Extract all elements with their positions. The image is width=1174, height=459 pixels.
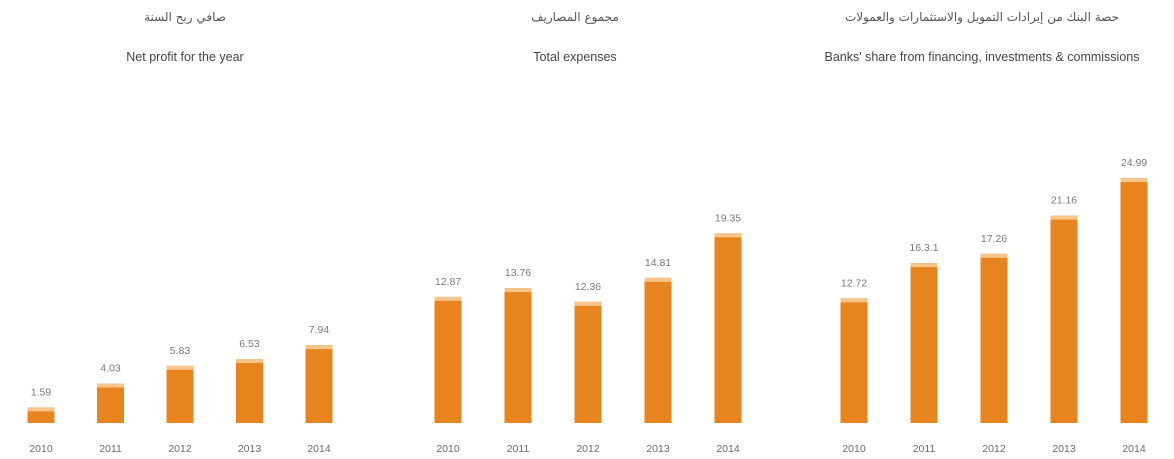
data-label: 17.26	[981, 233, 1007, 245]
bar-highlight	[980, 253, 1008, 258]
x-tick-label: 2014	[716, 443, 740, 455]
bar-highlight	[434, 296, 462, 301]
bar-body	[714, 233, 742, 423]
bar-2010	[27, 407, 55, 423]
data-label: 5.83	[170, 345, 191, 357]
data-label: 7.94	[309, 324, 330, 336]
data-label: 4.03	[100, 363, 121, 375]
x-tick-label: 2011	[913, 443, 936, 455]
bar-2012	[980, 253, 1008, 423]
bar-highlight	[1120, 178, 1148, 183]
chart-panel-total-expenses: مجموع المصاريف Total expenses 12.87 2010 1…	[390, 0, 760, 459]
x-tick-label: 2013	[238, 443, 262, 455]
bar-2011	[97, 383, 124, 423]
bar-2013	[236, 359, 263, 423]
bar-body	[97, 383, 124, 423]
bar-highlight	[166, 365, 194, 370]
x-tick-label: 2010	[436, 443, 460, 455]
bar-highlight	[97, 383, 124, 388]
x-tick-label: 2014	[1122, 443, 1146, 455]
bar-highlight	[236, 359, 263, 364]
x-tick-label: 2010	[29, 443, 53, 455]
bar-highlight	[714, 233, 742, 238]
chart-title-arabic: صافي ربح السنة	[144, 10, 226, 24]
bar-body	[574, 301, 602, 423]
bar-body	[434, 296, 462, 423]
bar-body	[910, 263, 938, 423]
data-label: 19.35	[715, 212, 741, 224]
bar-highlight	[840, 298, 868, 303]
x-tick-label: 2011	[507, 443, 530, 455]
bar-highlight	[27, 407, 55, 412]
data-label: 24.99	[1121, 157, 1147, 169]
net-profit-bar-chart: 1.59 2010 4.03 2011 5.83 2012 6.53 2013 7.94 2014	[27, 324, 333, 455]
x-tick-label: 2010	[842, 443, 866, 455]
data-label: 13.76	[505, 267, 531, 279]
data-label: 12.36	[575, 281, 601, 293]
bar-body	[1050, 215, 1078, 423]
bar-body	[840, 298, 868, 423]
bar-2014	[714, 233, 742, 423]
banks-share-bar-chart: 12.72 2010 16.3.1 2011 17.26 2012 21.16 2013 24.…	[840, 157, 1148, 455]
x-tick-label: 2012	[576, 443, 600, 455]
bar-highlight	[504, 288, 532, 293]
chart-panel-net-profit: صافي ربح السنة Net profit for the year 1…	[0, 0, 370, 459]
data-label: 21.16	[1051, 195, 1077, 207]
bar-2012	[166, 365, 194, 423]
x-tick-label: 2011	[99, 443, 122, 455]
bar-2010	[840, 298, 868, 423]
x-tick-label: 2012	[982, 443, 1006, 455]
bar-2014	[305, 345, 333, 423]
chart-title-arabic: مجموع المصاريف	[531, 10, 619, 24]
bar-body	[236, 359, 263, 423]
chart-panel-banks-share: حصة البنك من إيرادات التمويل والاستثمارا…	[790, 0, 1174, 459]
bar-2012	[574, 301, 602, 423]
data-label: 6.53	[239, 338, 260, 350]
bar-2013	[644, 277, 672, 423]
bar-body	[166, 365, 194, 423]
total-expenses-bar-chart: 12.87 2010 13.76 2011 12.36 2012 14.81 2013 19.3…	[434, 212, 742, 455]
bar-highlight	[644, 277, 672, 282]
bar-body	[305, 345, 333, 423]
bar-highlight	[910, 263, 938, 268]
bar-body	[1120, 178, 1148, 423]
chart-title: Net profit for the year	[126, 50, 244, 64]
bar-highlight	[305, 345, 333, 350]
chart-title-arabic: حصة البنك من إيرادات التمويل والاستثمارا…	[845, 10, 1119, 24]
data-label: 12.72	[841, 277, 867, 289]
bar-body	[980, 253, 1008, 423]
x-tick-label: 2014	[307, 443, 331, 455]
chart-title: Total expenses	[533, 50, 617, 64]
bar-body	[644, 277, 672, 423]
bar-2011	[504, 288, 532, 423]
x-tick-label: 2013	[646, 443, 670, 455]
bar-highlight	[1050, 215, 1078, 220]
bar-2013	[1050, 215, 1078, 423]
bar-highlight	[574, 301, 602, 306]
data-label: 14.81	[645, 257, 671, 269]
bar-2014	[1120, 178, 1148, 423]
bar-body	[504, 288, 532, 423]
bar-2011	[910, 263, 938, 423]
x-tick-label: 2013	[1052, 443, 1076, 455]
bar-2010	[434, 296, 462, 423]
data-label: 16.3.1	[909, 242, 938, 254]
data-label: 12.87	[435, 276, 461, 288]
x-tick-label: 2012	[168, 443, 192, 455]
data-label: 1.59	[31, 386, 52, 398]
chart-title: Banks' share from financing, investments…	[824, 50, 1140, 64]
